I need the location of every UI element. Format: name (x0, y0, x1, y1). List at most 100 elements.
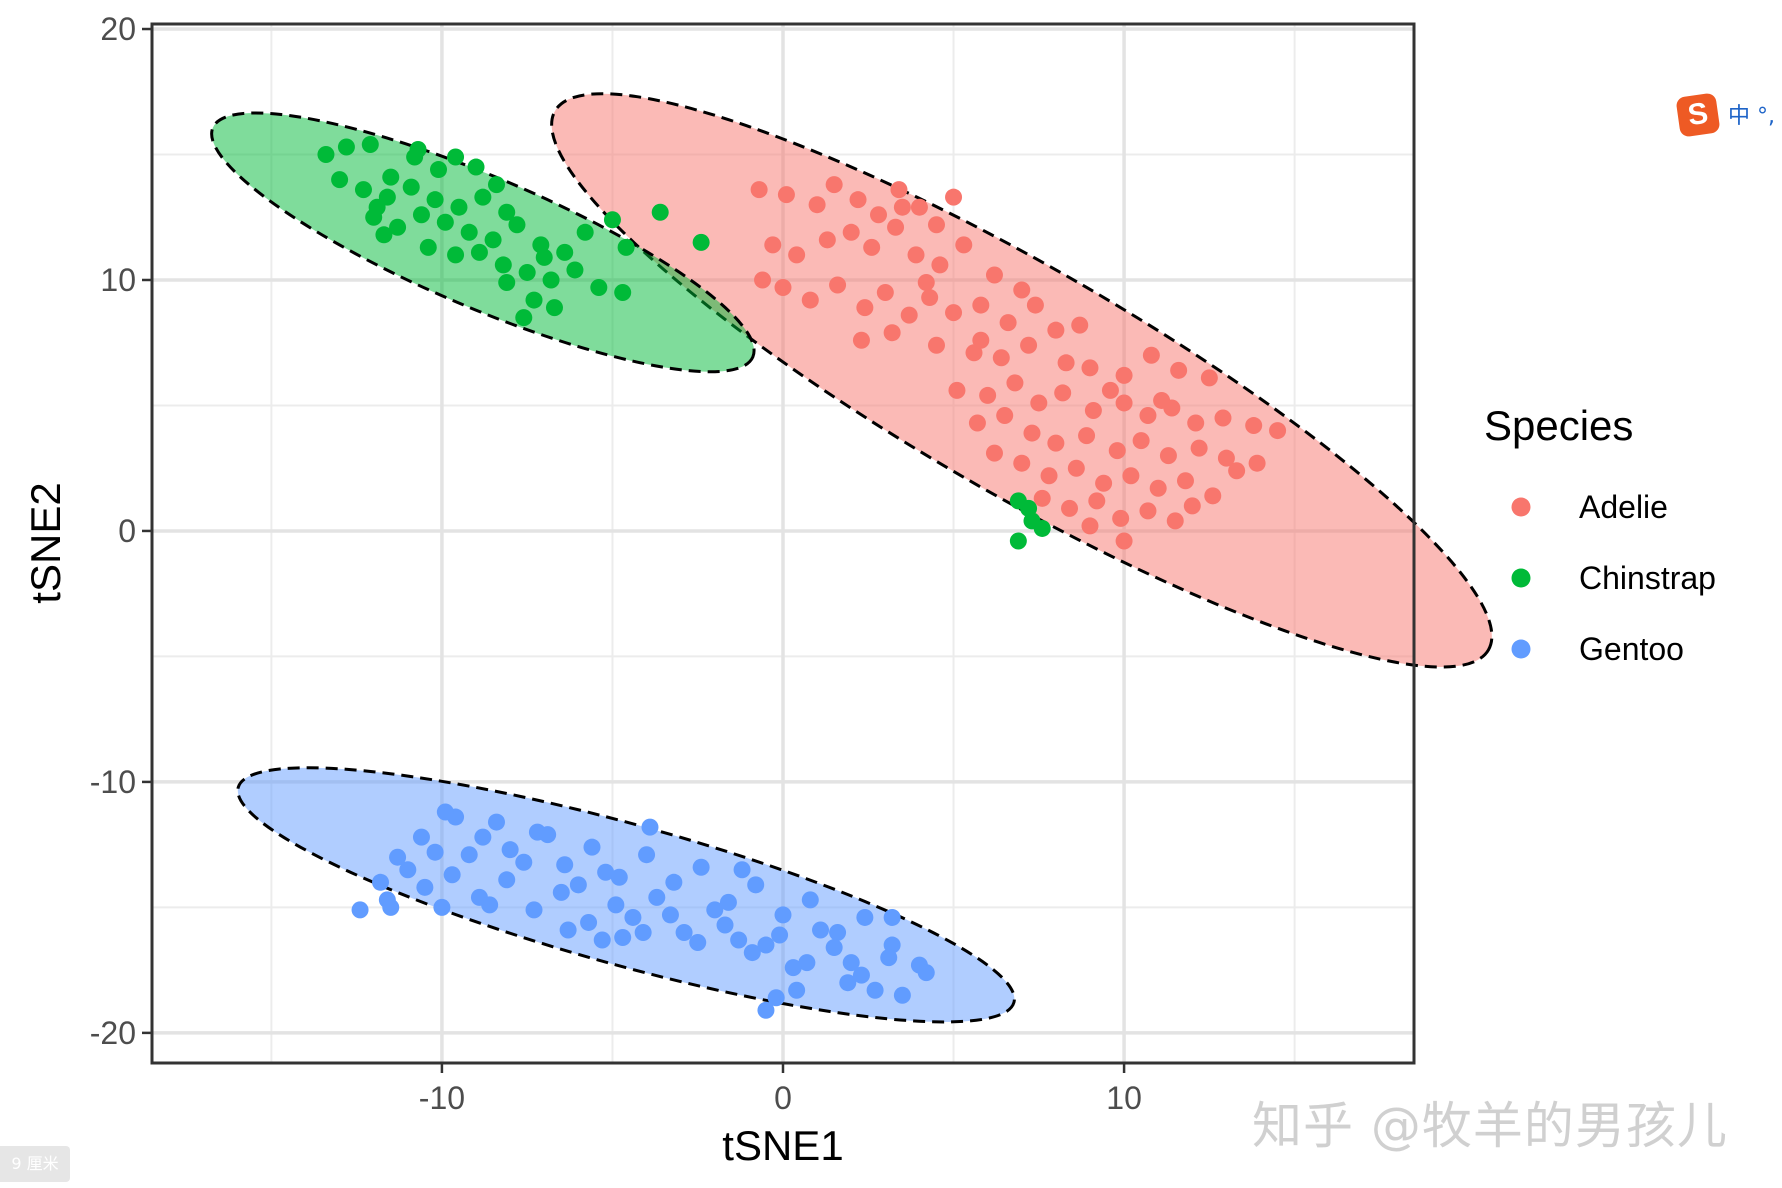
point-chinstrap (1009, 532, 1027, 550)
point-adelie (1139, 407, 1157, 425)
point-adelie (1061, 499, 1079, 517)
point-gentoo (501, 841, 519, 859)
point-gentoo (638, 846, 656, 864)
point-gentoo (839, 974, 857, 992)
point-gentoo (607, 896, 625, 914)
point-gentoo (893, 986, 911, 1004)
point-chinstrap (498, 203, 516, 221)
point-adelie (883, 324, 901, 342)
point-gentoo (692, 858, 710, 876)
point-adelie (1190, 439, 1208, 457)
point-gentoo (580, 913, 598, 931)
y-tick-label: 10 (100, 262, 136, 298)
point-gentoo (757, 1001, 775, 1019)
ime-status-text[interactable]: 中 °, (1728, 104, 1775, 129)
point-gentoo (614, 929, 632, 947)
point-gentoo (610, 868, 628, 886)
x-axis-title: tSNE1 (722, 1122, 843, 1169)
point-adelie (1142, 346, 1160, 364)
point-adelie (890, 181, 908, 199)
point-adelie (1013, 281, 1031, 299)
point-adelie (1115, 532, 1133, 550)
y-tick-label: -20 (90, 1015, 136, 1051)
legend-label-gentoo: Gentoo (1579, 631, 1684, 667)
point-adelie (900, 306, 918, 324)
point-chinstrap (576, 223, 594, 241)
point-adelie (1115, 394, 1133, 412)
y-tick-label: 0 (118, 513, 136, 549)
point-adelie (1183, 497, 1201, 515)
point-gentoo (689, 934, 707, 952)
point-gentoo (856, 908, 874, 926)
point-adelie (927, 336, 945, 354)
x-tick-labels: -10 0 10 (419, 1080, 1142, 1116)
point-adelie (917, 273, 935, 291)
point-adelie (1054, 384, 1072, 402)
point-adelie (863, 238, 881, 256)
point-adelie (829, 276, 847, 294)
point-chinstrap (450, 198, 468, 216)
point-chinstrap (566, 261, 584, 279)
point-adelie (842, 223, 860, 241)
x-tick-label: -10 (419, 1080, 465, 1116)
point-gentoo (757, 936, 775, 954)
legend-key-gentoo (1511, 639, 1531, 659)
point-adelie (1047, 434, 1065, 452)
point-gentoo (883, 908, 901, 926)
point-adelie (1078, 427, 1096, 445)
point-gentoo (487, 813, 505, 831)
point-adelie (825, 176, 843, 194)
point-chinstrap (614, 284, 632, 302)
point-adelie (1248, 454, 1266, 472)
legend-title: Species (1484, 402, 1633, 449)
point-chinstrap (474, 188, 492, 206)
point-adelie (1095, 474, 1113, 492)
point-adelie (955, 236, 973, 254)
point-gentoo (706, 901, 724, 919)
point-gentoo (774, 906, 792, 924)
point-adelie (750, 181, 768, 199)
point-gentoo (771, 926, 789, 944)
point-gentoo (665, 873, 683, 891)
point-gentoo (382, 898, 400, 916)
point-chinstrap (426, 191, 444, 209)
point-adelie (1088, 492, 1106, 510)
point-chinstrap (460, 223, 478, 241)
ime-logo-icon[interactable]: S (1675, 92, 1721, 138)
point-chinstrap (542, 271, 560, 289)
point-adelie (910, 198, 928, 216)
point-adelie (1067, 459, 1085, 477)
point-chinstrap (494, 256, 512, 274)
point-adelie (1026, 296, 1044, 314)
point-adelie (948, 381, 966, 399)
point-adelie (777, 186, 795, 204)
point-adelie (985, 444, 1003, 462)
point-gentoo (515, 853, 533, 871)
point-chinstrap (470, 243, 488, 261)
point-adelie (808, 196, 826, 214)
point-adelie (1115, 366, 1133, 384)
legend-key-chinstrap (1511, 568, 1531, 588)
point-chinstrap (590, 279, 608, 297)
point-adelie (1159, 447, 1177, 465)
point-gentoo (798, 954, 816, 972)
point-gentoo (917, 964, 935, 982)
point-gentoo (597, 863, 615, 881)
point-gentoo (880, 949, 898, 967)
point-adelie (1047, 321, 1065, 339)
axis-ticks (142, 27, 1126, 1073)
point-chinstrap (535, 248, 553, 266)
legend-key-adelie (1511, 497, 1531, 517)
point-adelie (1020, 336, 1038, 354)
point-gentoo (747, 876, 765, 894)
point-gentoo (412, 828, 430, 846)
point-adelie (945, 188, 963, 206)
point-chinstrap (508, 216, 526, 234)
point-adelie (1108, 442, 1126, 460)
point-chinstrap (651, 203, 669, 221)
point-adelie (1081, 517, 1099, 535)
point-gentoo (733, 861, 751, 879)
point-adelie (1269, 422, 1287, 440)
point-adelie (774, 279, 792, 297)
point-gentoo (767, 989, 785, 1007)
